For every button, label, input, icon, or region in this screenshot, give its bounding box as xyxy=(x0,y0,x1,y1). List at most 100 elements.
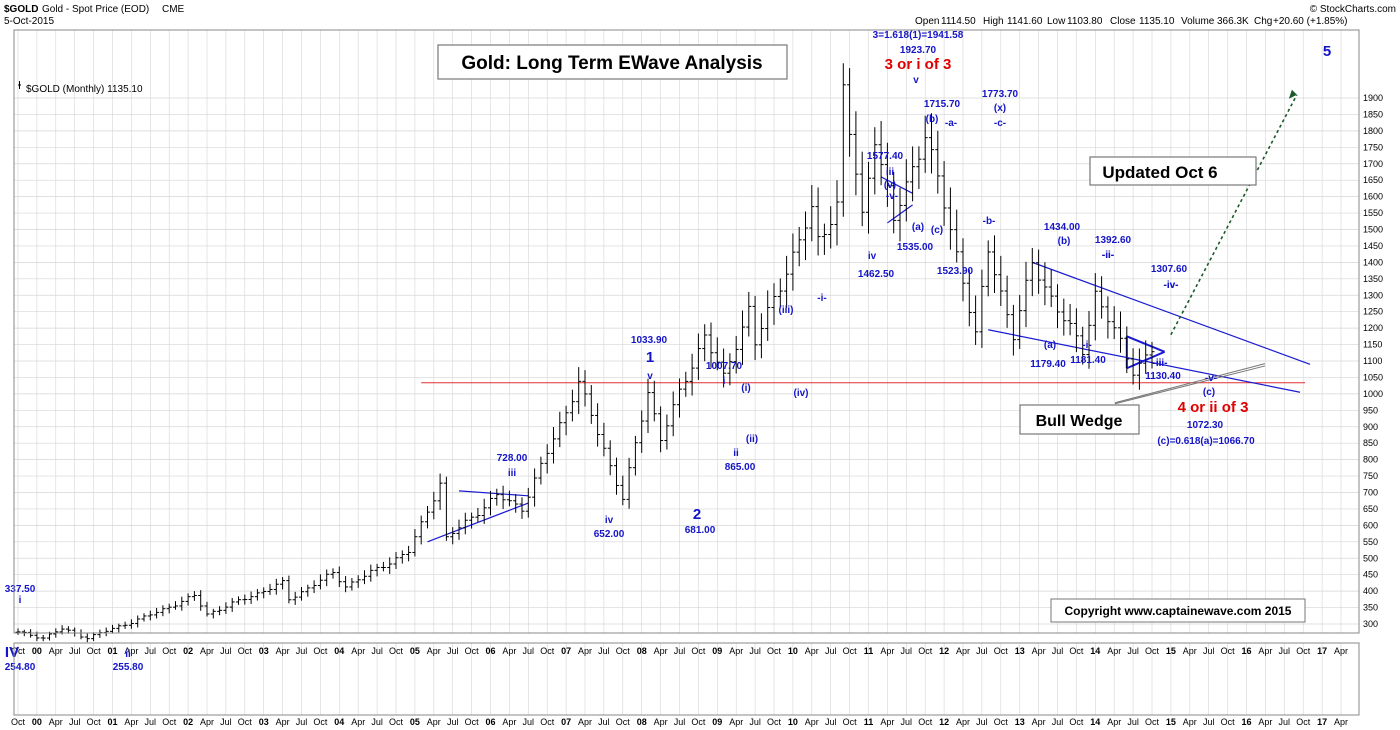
price-bar xyxy=(966,269,972,327)
price-bar xyxy=(821,223,827,255)
x-tick-label: Apr xyxy=(880,717,894,727)
x-tick-label: Apr xyxy=(956,717,970,727)
wave-label: 1 xyxy=(646,349,654,366)
price-bar xyxy=(985,240,991,297)
x-tick-label: 14 xyxy=(1090,717,1100,727)
price-bar xyxy=(614,457,619,495)
x-tick-label: Oct xyxy=(918,717,933,727)
price-bar xyxy=(922,115,928,173)
price-bar xyxy=(185,593,191,606)
x-tick-label: Apr xyxy=(124,646,138,656)
price-bar xyxy=(469,512,475,529)
x-tick-label: 17 xyxy=(1317,646,1327,656)
wave-label: iv xyxy=(868,251,877,262)
x-tick-label: Apr xyxy=(1032,646,1046,656)
price-bar xyxy=(450,527,456,545)
price-bar xyxy=(147,610,153,621)
x-tick-label: Oct xyxy=(994,717,1009,727)
y-tick-label: 1250 xyxy=(1363,307,1383,317)
stat-open-label: Open xyxy=(915,16,939,27)
price-bar xyxy=(72,627,78,637)
wave-label: v xyxy=(913,75,919,86)
price-bar xyxy=(475,507,481,522)
x-axis: Oct Oct 00 00 Apr Apr Jul Jul Oct Oct 01 01 Apr Apr Ju… xyxy=(11,646,1348,727)
price-bar xyxy=(311,580,317,594)
wave-label: 865.00 xyxy=(725,462,756,473)
wave-label: 2 xyxy=(693,506,701,523)
price-bar xyxy=(116,623,122,633)
stat-open-value: 1114.50 xyxy=(941,16,976,27)
price-bar xyxy=(973,295,979,345)
price-bar xyxy=(954,209,960,263)
y-tick-label: 1650 xyxy=(1363,175,1383,185)
price-bar xyxy=(1017,294,1023,349)
stat-chg-label: Chg xyxy=(1254,16,1272,27)
x-tick-label: 08 xyxy=(637,717,647,727)
wave-label: 1179.40 xyxy=(1030,359,1066,370)
price-bar xyxy=(916,146,922,189)
price-bar xyxy=(1067,303,1073,336)
x-tick-label: Apr xyxy=(1258,646,1272,656)
wave-label: 3=1.618(1)=1941.58 xyxy=(873,30,964,41)
price-bar xyxy=(809,185,815,242)
x-tick-label: Jul xyxy=(523,646,535,656)
price-bar xyxy=(128,619,134,629)
price-bar xyxy=(1042,262,1048,306)
x-tick-label: Apr xyxy=(880,646,894,656)
x-tick-label: Apr xyxy=(1258,717,1272,727)
wave-label: (ii) xyxy=(746,434,758,445)
y-tick-label: 550 xyxy=(1363,537,1378,547)
price-bar xyxy=(714,337,720,371)
x-tick-label: Oct xyxy=(1296,717,1311,727)
x-tick-label: Jul xyxy=(145,717,157,727)
wave-label: 254.80 xyxy=(5,662,36,673)
x-tick-label: Apr xyxy=(1032,717,1046,727)
x-tick-label: Oct xyxy=(616,646,631,656)
y-tick-label: 600 xyxy=(1363,520,1378,530)
wave-label: -iii- xyxy=(1153,358,1168,369)
x-tick-label: Jul xyxy=(749,717,761,727)
price-bar xyxy=(903,159,909,222)
wave-label: 255.80 xyxy=(113,662,144,673)
ohlc-stats: Open 1114.50 High 1141.60 Low 1103.80 Cl… xyxy=(915,16,1348,27)
price-bar xyxy=(494,488,500,506)
x-tick-label: Oct xyxy=(540,646,555,656)
x-tick-label: Oct xyxy=(465,646,480,656)
price-bar xyxy=(796,226,802,267)
price-bar xyxy=(607,440,613,476)
price-bar xyxy=(525,487,531,518)
x-tick-label: Apr xyxy=(502,717,516,727)
wave-label: 1535.00 xyxy=(897,242,934,253)
x-tick-label: Apr xyxy=(1183,717,1197,727)
price-bar xyxy=(670,391,676,437)
x-tick-label: Jul xyxy=(220,646,232,656)
price-bar xyxy=(771,283,777,325)
price-bar xyxy=(727,353,733,386)
price-bar xyxy=(897,187,903,242)
price-bar xyxy=(576,367,582,414)
price-bar xyxy=(110,624,115,634)
price-bar xyxy=(998,255,1004,307)
price-bar xyxy=(336,566,342,588)
x-tick-label: 01 xyxy=(107,717,117,727)
price-bar xyxy=(752,295,758,361)
wave-label: 337.50 xyxy=(5,584,36,595)
wave-label: 4 or ii of 3 xyxy=(1178,399,1249,416)
x-tick-label: Apr xyxy=(1107,646,1121,656)
series-label: $GOLD (Monthly) 1135.10 xyxy=(26,84,143,95)
price-bar xyxy=(292,591,298,605)
price-bar xyxy=(481,498,487,524)
wedge-box: Bull Wedge xyxy=(1019,404,1140,435)
wave-label: (v) xyxy=(884,180,896,191)
price-bar xyxy=(595,403,601,447)
x-tick-label: 03 xyxy=(259,646,269,656)
y-tick-label: 1500 xyxy=(1363,225,1383,235)
x-tick-label: Oct xyxy=(918,646,933,656)
x-tick-label: Oct xyxy=(11,717,26,727)
price-bar xyxy=(746,291,752,337)
price-bar xyxy=(941,161,947,226)
price-bar xyxy=(651,380,657,422)
price-bar xyxy=(557,411,563,448)
price-bar xyxy=(1029,247,1035,297)
x-tick-label: Oct xyxy=(843,717,858,727)
